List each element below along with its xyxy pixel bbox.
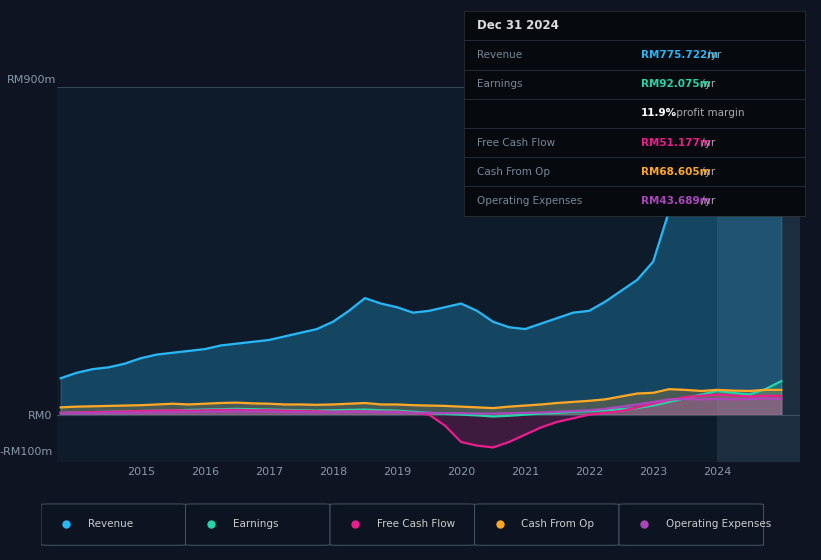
- Text: RM900m: RM900m: [7, 75, 57, 85]
- Text: Revenue: Revenue: [88, 519, 133, 529]
- Text: Operating Expenses: Operating Expenses: [666, 519, 771, 529]
- Text: RM775.722m: RM775.722m: [641, 50, 718, 60]
- FancyBboxPatch shape: [475, 504, 619, 545]
- Text: Earnings: Earnings: [232, 519, 278, 529]
- Text: RM51.177m: RM51.177m: [641, 138, 711, 148]
- Text: /yr: /yr: [698, 167, 715, 177]
- Text: Free Cash Flow: Free Cash Flow: [377, 519, 455, 529]
- FancyBboxPatch shape: [619, 504, 764, 545]
- Text: /yr: /yr: [698, 138, 715, 148]
- Text: Earnings: Earnings: [478, 79, 523, 89]
- Text: RM92.075m: RM92.075m: [641, 79, 710, 89]
- Text: /yr: /yr: [698, 79, 715, 89]
- Text: RM43.689m: RM43.689m: [641, 196, 710, 206]
- Text: Revenue: Revenue: [478, 50, 523, 60]
- Text: /yr: /yr: [704, 50, 722, 60]
- FancyBboxPatch shape: [186, 504, 330, 545]
- Text: 11.9%: 11.9%: [641, 109, 677, 118]
- Text: Cash From Op: Cash From Op: [521, 519, 594, 529]
- Text: Free Cash Flow: Free Cash Flow: [478, 138, 556, 148]
- Text: /yr: /yr: [698, 196, 715, 206]
- Text: Dec 31 2024: Dec 31 2024: [478, 19, 559, 32]
- FancyBboxPatch shape: [41, 504, 186, 545]
- Text: Cash From Op: Cash From Op: [478, 167, 551, 177]
- Text: RM68.605m: RM68.605m: [641, 167, 710, 177]
- Bar: [718, 87, 800, 462]
- Text: Operating Expenses: Operating Expenses: [478, 196, 583, 206]
- Text: profit margin: profit margin: [673, 109, 745, 118]
- FancyBboxPatch shape: [330, 504, 475, 545]
